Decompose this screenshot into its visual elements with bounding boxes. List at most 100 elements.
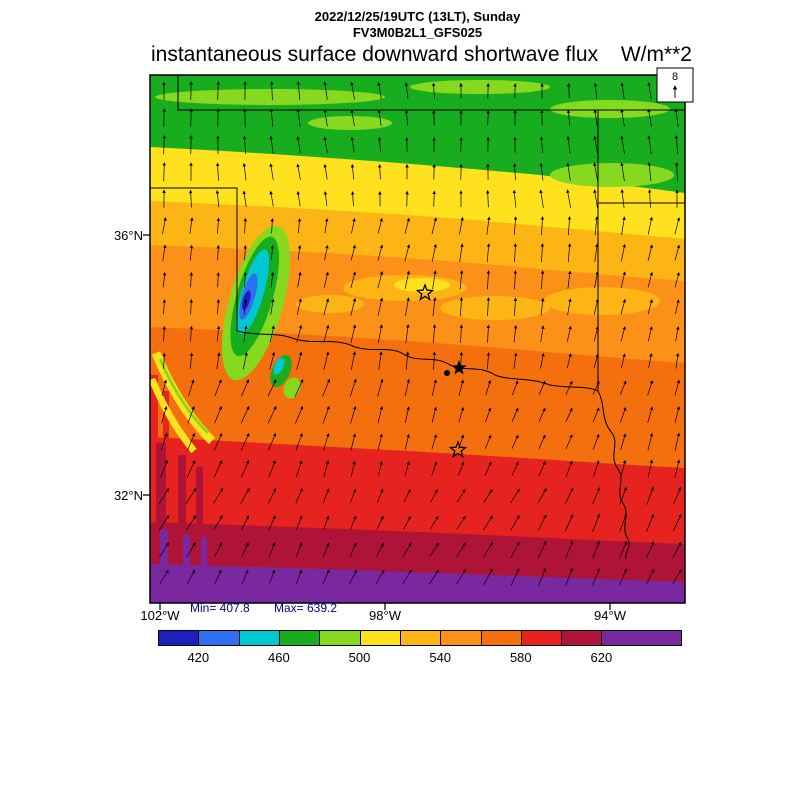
lon-tick-label-102w: 102°W (140, 608, 180, 623)
wind-arrow (269, 108, 274, 128)
wind-arrow (511, 461, 519, 477)
wind-arrow (513, 270, 518, 290)
wind-arrow (673, 486, 682, 505)
wind-arrow (377, 297, 384, 316)
wind-arrow (432, 324, 437, 344)
wind-arrow (647, 299, 653, 315)
wind-arrow (161, 379, 167, 396)
wind-arrow (216, 81, 220, 101)
map-frame (149, 74, 686, 604)
wind-arrow (674, 459, 681, 478)
wind-arrow (404, 244, 411, 262)
wind-arrow (159, 542, 169, 558)
wind-arrow (295, 488, 303, 504)
wind-arrow (404, 406, 410, 424)
wind-arrow (593, 298, 599, 315)
wind-arrow (512, 189, 517, 208)
wind-arrow (620, 162, 625, 182)
wind-arrow (592, 567, 600, 586)
wind-arrow (456, 542, 466, 558)
wind-arrow (485, 407, 492, 423)
wind-arrow (674, 244, 681, 261)
colorbar-tick-label: 500 (348, 650, 371, 665)
wind-arrow (297, 218, 302, 234)
wind-arrow (647, 380, 654, 396)
wind-arrow (213, 432, 223, 451)
wind-arrow (350, 405, 357, 424)
wind-arrow (431, 217, 438, 235)
wind-arrow (620, 108, 625, 127)
wind-arrow (483, 541, 493, 558)
wind-arrow (323, 191, 328, 207)
wind-arrow (619, 486, 627, 505)
wind-reference-box: 8 (656, 67, 694, 103)
wind-arrow (429, 569, 440, 585)
stats-min-label: Min= 407.8 (190, 601, 250, 615)
wind-arrow (162, 326, 166, 342)
axis-ticks (143, 234, 611, 610)
wind-arrow (350, 324, 357, 343)
wind-arrow (215, 190, 220, 208)
wind-arrow (513, 325, 518, 343)
wind-arrow (646, 486, 654, 505)
purple-streak (183, 535, 190, 568)
wind-arrow (267, 379, 277, 397)
crimson-streak (156, 443, 166, 525)
wind-arrow (539, 162, 544, 181)
wind-arrow (646, 513, 655, 532)
wind-arrow (620, 298, 626, 315)
wind-arrow (537, 541, 547, 559)
wind-arrow (376, 515, 384, 530)
wind-arrow (161, 406, 168, 424)
wind-arrow (540, 297, 545, 316)
wind-arrow (350, 244, 356, 261)
wind-arrow (540, 325, 545, 343)
wind-arrow (564, 487, 574, 504)
wind-arrow (214, 569, 222, 584)
wind-arrow (162, 352, 167, 369)
wind-arrow (213, 460, 223, 478)
wind-arrow (567, 82, 571, 99)
wind-arrow (486, 270, 491, 290)
wind-arrow (186, 515, 197, 531)
wind-arrow (268, 515, 276, 531)
lon-tick-label-98w: 98°W (369, 608, 401, 623)
wind-arrow (674, 162, 679, 182)
wind-arrow (404, 109, 409, 126)
wind-arrow (404, 82, 409, 99)
wind-arrow (459, 270, 464, 290)
colorbar-tick-label: 620 (590, 650, 613, 665)
wind-arrow (513, 216, 518, 236)
wind-arrow (350, 109, 355, 127)
wind-arrow (565, 567, 573, 586)
wind-arrow (483, 515, 493, 531)
colorbar-segment (159, 631, 200, 645)
wind-arrow (513, 352, 518, 369)
wind-arrow (429, 515, 439, 530)
wind-arrow (459, 243, 464, 262)
wind-arrow (592, 380, 600, 395)
wind-arrow (647, 108, 652, 127)
wind-arrow (456, 568, 466, 585)
wind-arrow (295, 405, 304, 424)
wind-arrow (350, 164, 355, 180)
wind-arrow (158, 514, 170, 531)
wind-arrow (647, 432, 654, 451)
wind-arrow (160, 432, 168, 451)
wind-arrow (189, 272, 194, 288)
purple-streak (160, 530, 168, 566)
colorbar-tick-label: 580 (509, 650, 532, 665)
wave-cloud-arc (158, 358, 210, 435)
colorbar-tick-label: 540 (429, 650, 452, 665)
crimson-streak (178, 455, 186, 525)
colorbar-segment (400, 631, 442, 645)
wind-arrow (404, 461, 410, 477)
wave-cloud-arc (150, 377, 197, 454)
light-green-patch (550, 100, 670, 118)
wind-arrow (647, 189, 652, 209)
wind-arrow (647, 82, 652, 100)
wind-arrow (295, 569, 303, 584)
wind-arrow (350, 433, 357, 451)
wind-arrow (294, 378, 304, 397)
wind-arrow (377, 109, 382, 126)
